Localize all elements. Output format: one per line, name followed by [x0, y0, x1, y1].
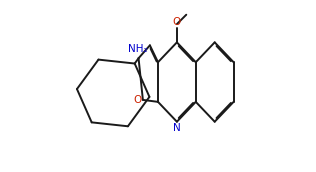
Text: O: O	[134, 95, 142, 105]
Text: N: N	[173, 123, 181, 133]
Text: NH₂: NH₂	[128, 44, 148, 54]
Text: O: O	[173, 17, 181, 27]
